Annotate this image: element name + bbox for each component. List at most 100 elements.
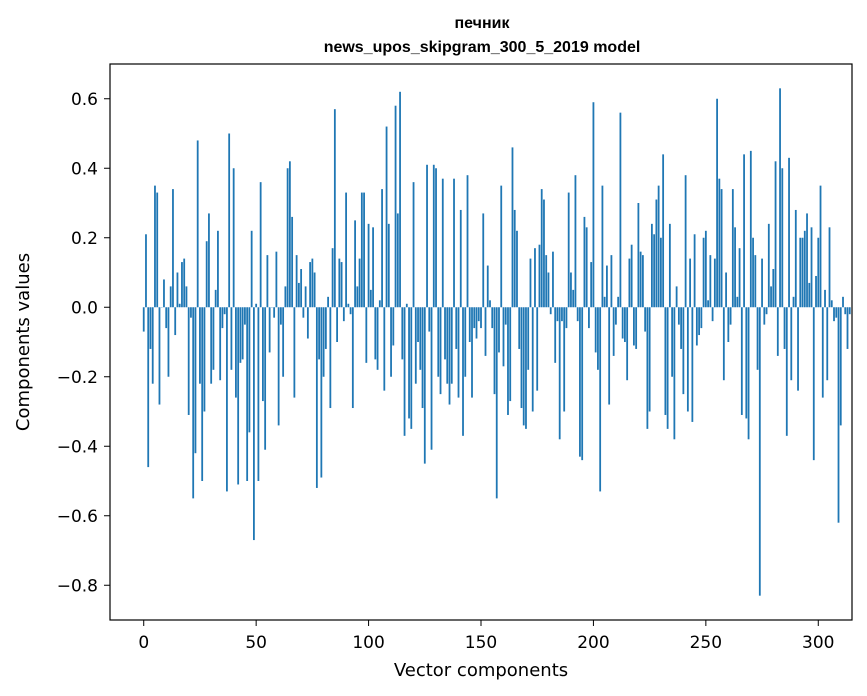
bar-198 <box>588 307 590 329</box>
bar-175 <box>536 307 539 391</box>
bar-119 <box>410 307 413 429</box>
bar-24 <box>196 140 199 308</box>
bar-54 <box>264 307 267 450</box>
bar-80 <box>322 307 325 377</box>
bar-200 <box>592 102 595 308</box>
bar-197 <box>585 227 588 308</box>
bar-122 <box>417 307 419 342</box>
bar-88 <box>340 262 343 308</box>
bar-104 <box>376 307 379 370</box>
bar-219 <box>635 307 638 349</box>
bar-14 <box>174 307 177 336</box>
bar-250 <box>704 230 707 308</box>
bar-312 <box>844 307 847 315</box>
bar-146 <box>471 307 473 398</box>
bar-258 <box>722 307 725 381</box>
bar-50 <box>255 303 258 308</box>
bar-274 <box>758 307 761 596</box>
bar-142 <box>462 307 464 436</box>
bar-195 <box>581 307 584 461</box>
bar-285 <box>783 307 786 349</box>
bar-308 <box>835 307 838 318</box>
bar-249 <box>702 237 705 308</box>
bar-85 <box>333 109 336 308</box>
bar-154 <box>489 300 491 308</box>
bar-270 <box>749 150 752 308</box>
bar-148 <box>475 307 478 339</box>
bar-168 <box>520 307 523 409</box>
bar-83 <box>329 307 332 409</box>
bar-30 <box>210 307 213 384</box>
bar-190 <box>570 272 572 308</box>
bar-16 <box>178 303 181 308</box>
bar-314 <box>848 307 851 315</box>
bar-69 <box>297 282 300 308</box>
bar-116 <box>403 307 406 436</box>
bar-126 <box>426 164 428 308</box>
bar-228 <box>655 199 658 308</box>
bar-7 <box>158 307 161 405</box>
bar-265 <box>738 248 741 308</box>
x-axis-ticks: 0 50 100 150 200 250 300 <box>138 620 834 653</box>
bar-296 <box>808 282 811 308</box>
bar-108 <box>385 126 388 308</box>
bar-131 <box>437 307 440 377</box>
bar-44 <box>241 307 244 360</box>
bar-284 <box>781 168 784 308</box>
bar-288 <box>790 307 793 381</box>
bar-234 <box>668 223 671 308</box>
x-tick-label-4: 200 <box>577 633 609 653</box>
y-axis-ticks: −0.8 −0.6 −0.4 −0.2 0.0 0.2 0.4 0.6 <box>57 90 110 596</box>
bar-300 <box>817 237 820 308</box>
bar-112 <box>394 105 397 308</box>
bar-132 <box>439 307 442 395</box>
bar-97 <box>360 192 363 308</box>
bar-128 <box>430 307 433 450</box>
bar-238 <box>677 307 680 325</box>
bar-63 <box>284 286 287 308</box>
bar-230 <box>659 237 662 308</box>
bar-173 <box>531 307 534 412</box>
bar-194 <box>579 307 581 457</box>
bar-137 <box>450 307 453 384</box>
bar-110 <box>390 307 392 377</box>
bar-180 <box>547 272 550 308</box>
bar-259 <box>725 272 727 308</box>
bar-42 <box>237 307 240 485</box>
bar-64 <box>286 168 289 308</box>
bar-169 <box>522 307 525 426</box>
x-tick-label-0: 0 <box>138 633 149 653</box>
bar-171 <box>527 307 530 370</box>
bar-305 <box>828 227 831 308</box>
bar-282 <box>776 307 779 356</box>
bar-221 <box>639 251 642 308</box>
bar-113 <box>396 213 399 308</box>
bar-179 <box>545 255 548 308</box>
bar-37 <box>226 307 228 492</box>
bar-271 <box>752 237 754 308</box>
x-axis-label: Vector components <box>394 660 568 681</box>
bar-245 <box>693 234 696 308</box>
bar-38 <box>228 133 231 308</box>
bar-205 <box>603 296 606 308</box>
bar-181 <box>549 307 552 315</box>
bar-76 <box>313 272 316 308</box>
y-tick-label-4: 0.0 <box>71 298 98 318</box>
bar-134 <box>444 307 446 360</box>
bar-47 <box>248 307 251 433</box>
bar-311 <box>842 296 844 308</box>
bar-208 <box>610 255 613 308</box>
bar-293 <box>801 237 804 308</box>
x-tick-label-5: 250 <box>690 633 722 653</box>
bar-184 <box>556 307 559 322</box>
bar-133 <box>441 178 444 308</box>
bar-129 <box>432 164 435 308</box>
bar-140 <box>457 307 460 398</box>
bar-71 <box>302 307 305 318</box>
bar-253 <box>711 307 714 322</box>
bar-191 <box>572 289 575 308</box>
bar-307 <box>833 307 835 322</box>
bar-143 <box>464 307 467 377</box>
bar-185 <box>558 307 561 440</box>
